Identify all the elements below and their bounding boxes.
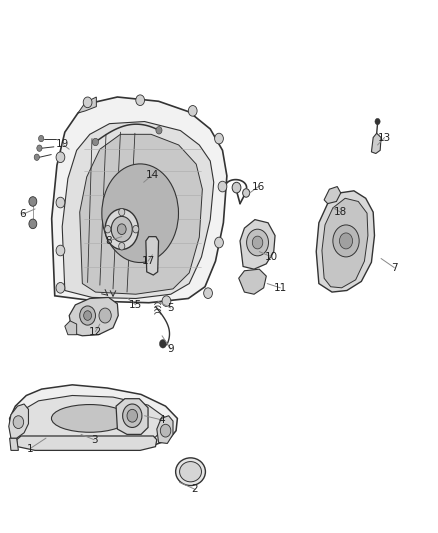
Text: 14: 14 <box>146 170 159 180</box>
Circle shape <box>333 225 359 257</box>
Polygon shape <box>239 269 266 294</box>
Circle shape <box>215 237 223 248</box>
Circle shape <box>56 152 65 163</box>
Circle shape <box>159 340 166 348</box>
Circle shape <box>162 296 171 306</box>
Ellipse shape <box>176 458 205 486</box>
Circle shape <box>92 138 99 146</box>
Polygon shape <box>324 187 341 204</box>
Circle shape <box>136 95 145 106</box>
Circle shape <box>29 197 37 206</box>
Circle shape <box>105 209 138 249</box>
Circle shape <box>56 197 65 208</box>
Text: 18: 18 <box>334 207 347 217</box>
Ellipse shape <box>102 164 178 263</box>
Circle shape <box>29 219 37 229</box>
Ellipse shape <box>180 462 201 482</box>
Circle shape <box>84 311 92 320</box>
Text: 19: 19 <box>56 139 69 149</box>
Text: 3: 3 <box>91 435 98 445</box>
Polygon shape <box>316 191 374 292</box>
Circle shape <box>123 404 142 427</box>
Circle shape <box>232 182 241 193</box>
Circle shape <box>111 216 132 242</box>
Circle shape <box>215 133 223 144</box>
Circle shape <box>156 126 162 134</box>
Polygon shape <box>9 404 28 438</box>
Text: 17: 17 <box>141 256 155 266</box>
Circle shape <box>252 236 263 249</box>
Circle shape <box>247 229 268 256</box>
Circle shape <box>105 225 111 233</box>
Polygon shape <box>240 220 275 269</box>
Text: 6: 6 <box>19 209 26 219</box>
Text: 4: 4 <box>159 415 166 425</box>
Circle shape <box>204 288 212 298</box>
Text: 2: 2 <box>191 484 198 494</box>
Circle shape <box>83 97 92 108</box>
Circle shape <box>339 233 353 249</box>
Text: 1: 1 <box>26 444 33 454</box>
Text: 10: 10 <box>265 252 278 262</box>
Circle shape <box>39 135 44 142</box>
Circle shape <box>37 145 42 151</box>
Ellipse shape <box>51 405 128 432</box>
Circle shape <box>160 424 171 437</box>
Text: 15: 15 <box>129 300 142 310</box>
Polygon shape <box>10 385 177 448</box>
Circle shape <box>56 245 65 256</box>
Polygon shape <box>18 395 164 442</box>
Polygon shape <box>17 436 157 450</box>
Circle shape <box>127 409 138 422</box>
Polygon shape <box>69 297 118 336</box>
Text: 11: 11 <box>274 283 287 293</box>
Text: 12: 12 <box>89 327 102 336</box>
Polygon shape <box>80 134 202 294</box>
Circle shape <box>56 282 65 293</box>
Circle shape <box>133 225 139 233</box>
Circle shape <box>119 243 125 250</box>
Circle shape <box>119 208 125 216</box>
Text: 8: 8 <box>105 236 112 246</box>
Circle shape <box>218 181 227 192</box>
Circle shape <box>243 189 250 197</box>
Text: 7: 7 <box>391 263 398 272</box>
Circle shape <box>117 224 126 235</box>
Polygon shape <box>52 97 227 303</box>
Polygon shape <box>78 97 96 113</box>
Polygon shape <box>10 438 18 450</box>
Circle shape <box>188 106 197 116</box>
Circle shape <box>99 308 111 323</box>
Polygon shape <box>146 237 159 275</box>
Circle shape <box>13 416 24 429</box>
Polygon shape <box>371 133 381 154</box>
Text: 5: 5 <box>167 303 174 313</box>
Text: 16: 16 <box>252 182 265 191</box>
Polygon shape <box>322 198 368 288</box>
Text: 9: 9 <box>167 344 174 354</box>
Polygon shape <box>157 416 173 443</box>
Text: 13: 13 <box>378 133 391 142</box>
Polygon shape <box>116 399 148 434</box>
Circle shape <box>34 154 39 160</box>
Polygon shape <box>62 122 214 298</box>
Polygon shape <box>65 321 77 335</box>
Circle shape <box>375 118 380 125</box>
Circle shape <box>80 306 95 325</box>
